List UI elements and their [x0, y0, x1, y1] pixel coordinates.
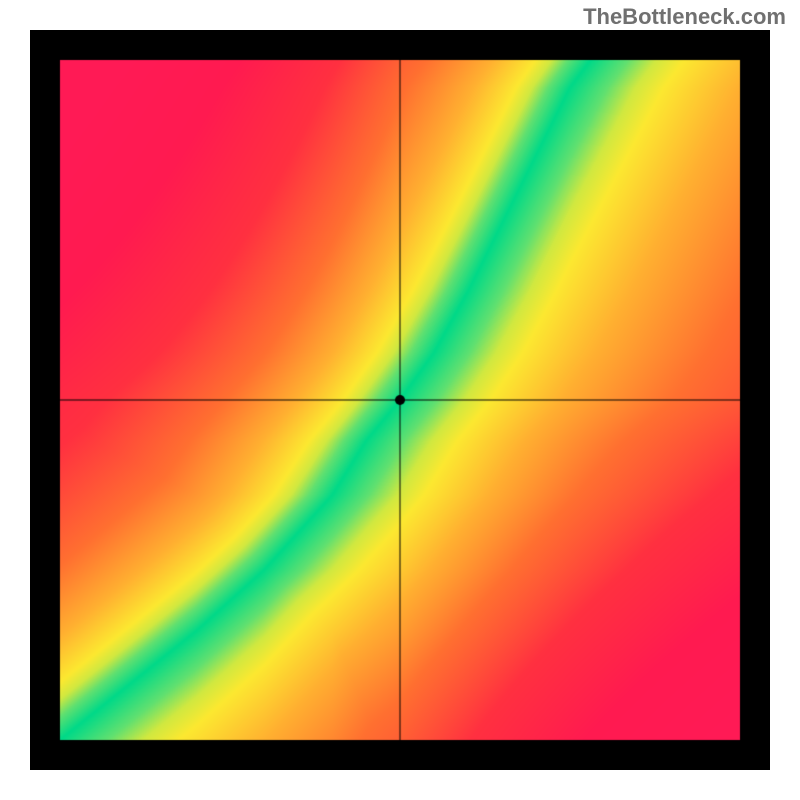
watermark-text: TheBottleneck.com: [583, 4, 786, 30]
heatmap-canvas: [30, 30, 770, 770]
chart-container: TheBottleneck.com: [0, 0, 800, 800]
heatmap-area: [30, 30, 770, 770]
